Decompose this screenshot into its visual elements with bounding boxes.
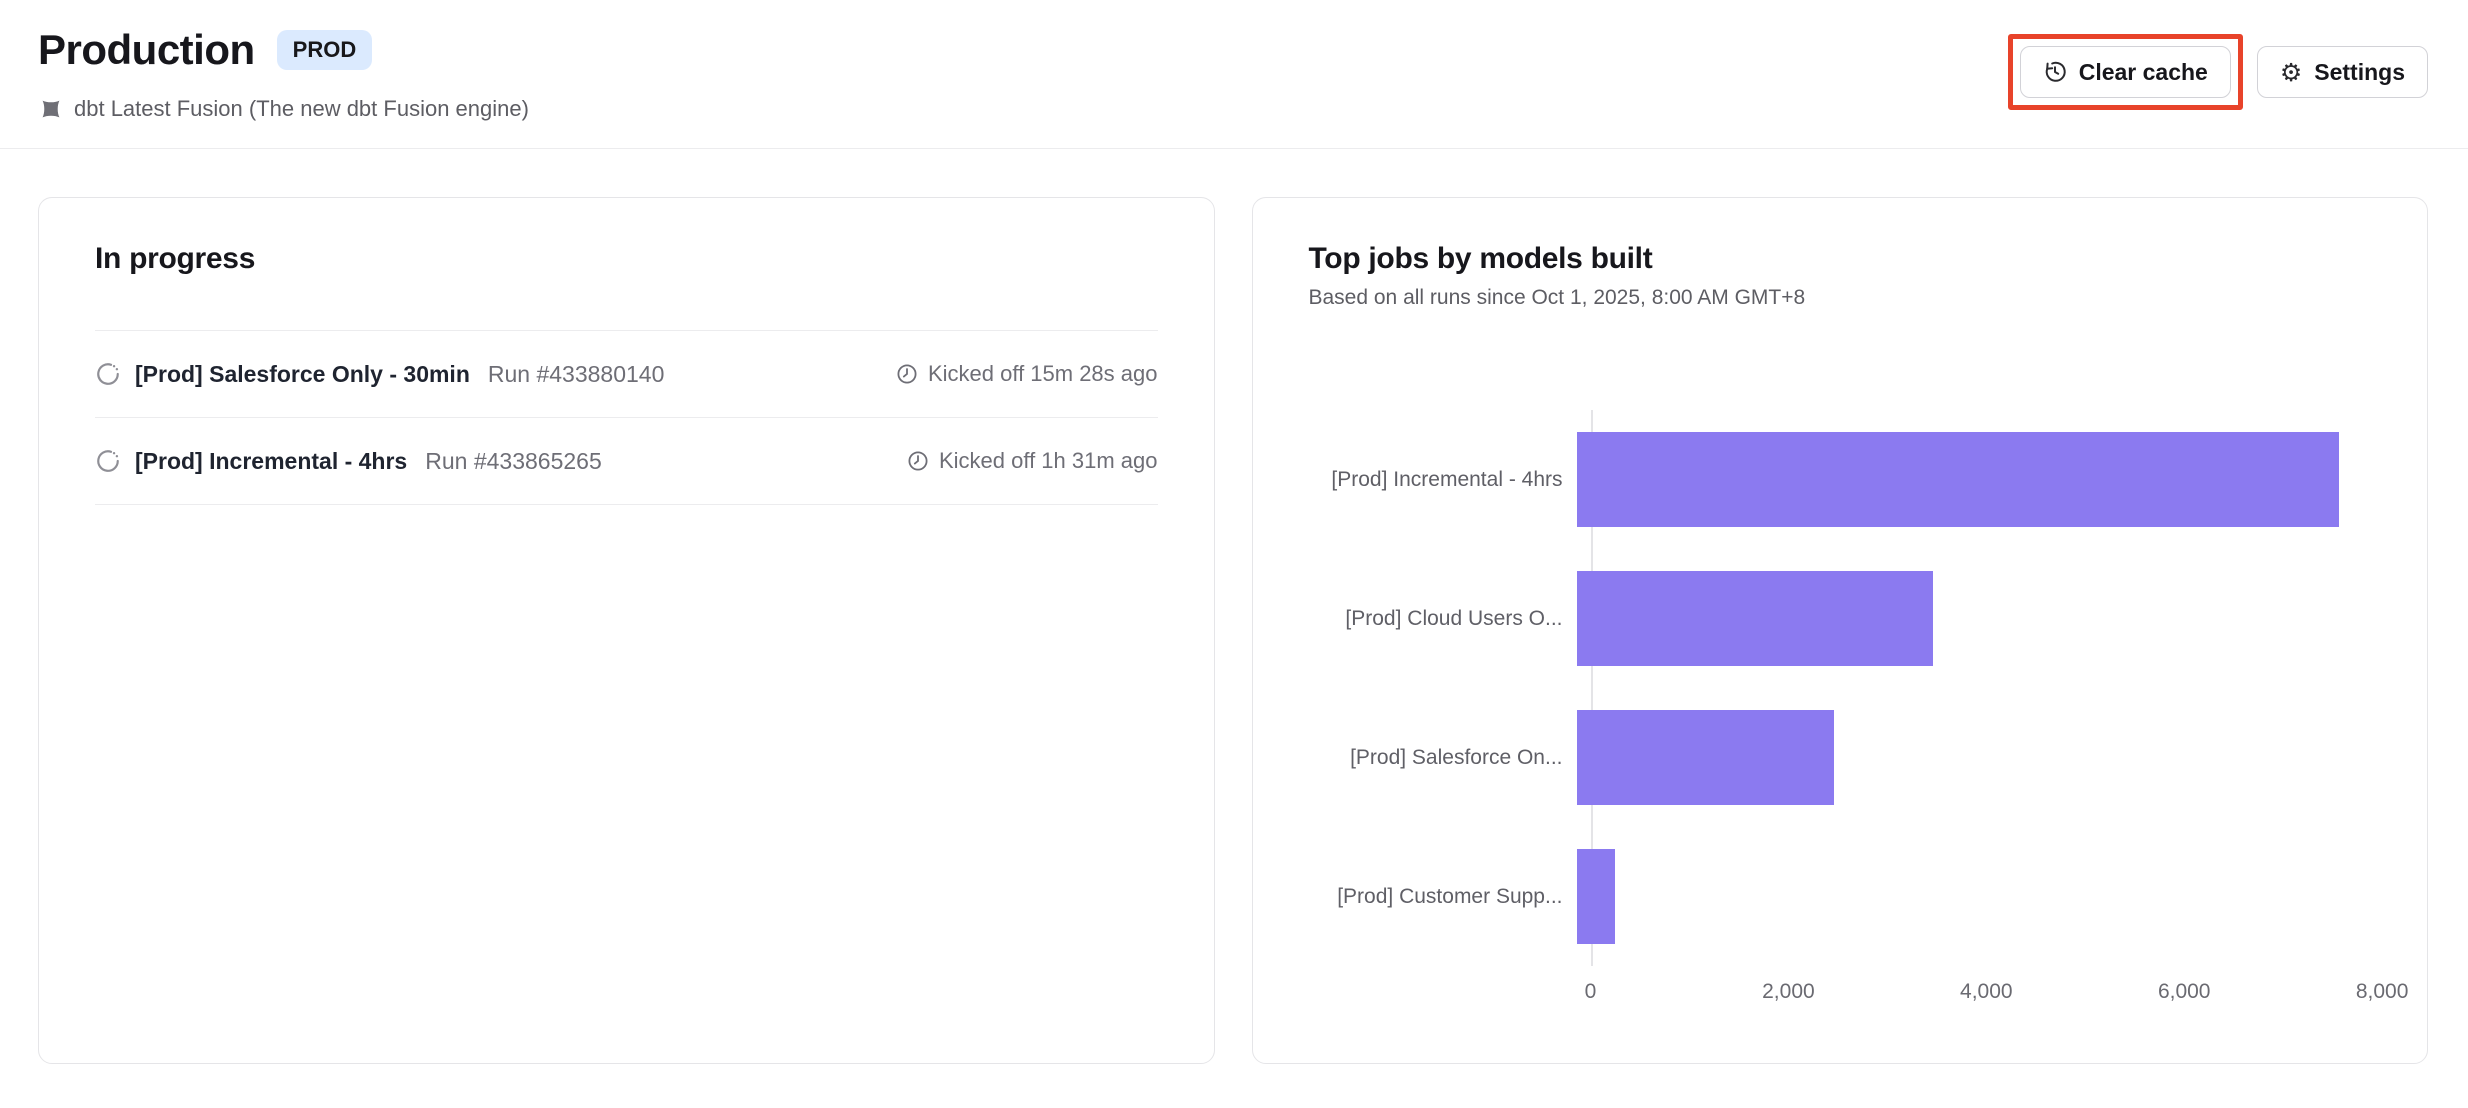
clock-icon — [908, 451, 928, 471]
job-name-link[interactable]: [Prod] Incremental - 4hrs — [135, 447, 408, 474]
chart-plot-area — [1576, 827, 2428, 966]
annotation-highlight-box: Clear cache — [2007, 34, 2243, 110]
chart-bar[interactable] — [1576, 710, 1834, 805]
dbt-logo-icon — [42, 100, 60, 118]
in-progress-title: In progress — [95, 242, 256, 275]
x-axis-tick-label: 4,000 — [1960, 980, 2013, 1003]
header-divider — [0, 148, 2468, 149]
in-progress-card: In progress [Prod] Salesforce Only - 30m… — [38, 197, 1215, 1064]
y-axis-line — [1590, 410, 1593, 966]
chart-category-label: [Prod] Customer Supp... — [1337, 884, 1563, 908]
engine-label: dbt Latest Fusion (The new dbt Fusion en… — [74, 96, 529, 121]
x-axis-tick-label: 2,000 — [1762, 980, 1815, 1003]
chart-plot-area — [1576, 410, 2428, 549]
kicked-off-status: Kicked off 15m 28s ago — [895, 361, 1158, 387]
job-name-link[interactable]: [Prod] Salesforce Only - 30min — [135, 360, 470, 387]
kicked-off-text: Kicked off 15m 28s ago — [927, 361, 1158, 386]
environment-badge: PROD — [276, 30, 373, 70]
bar-chart: [Prod] Incremental - 4hrs [Prod] Cloud Us… — [1309, 410, 2428, 1012]
environment-subtitle: dbt Latest Fusion (The new dbt Fusion en… — [38, 96, 529, 122]
kicked-off-status: Kicked off 1h 31m ago — [906, 448, 1158, 474]
spinner-icon — [97, 363, 119, 385]
chart-plot-area — [1576, 688, 2428, 827]
x-axis-tick-label: 8,000 — [2355, 980, 2409, 1003]
gear-icon: ⚙ — [2279, 57, 2303, 87]
chart-subtitle: Based on all runs since Oct 1, 2025, 8:0… — [1308, 286, 1806, 309]
kicked-off-text: Kicked off 1h 31m ago — [938, 448, 1158, 473]
chart-row: [Prod] Customer Supp... — [1309, 827, 2428, 966]
chart-category-label: [Prod] Incremental - 4hrs — [1331, 467, 1563, 491]
list-top-divider — [95, 330, 1158, 331]
history-icon — [2045, 61, 2066, 82]
top-jobs-card: Top jobs by models built Based on all ru… — [1251, 197, 2428, 1064]
x-axis-tick-label: 6,000 — [2157, 980, 2211, 1003]
clear-cache-button[interactable]: Clear cache — [2019, 46, 2231, 98]
page-title: Production — [38, 26, 255, 73]
x-axis: 0 2,000 4,000 6,000 8,000 — [1585, 966, 2428, 1012]
chart-bar[interactable] — [1576, 849, 1615, 944]
run-row[interactable]: [Prod] Salesforce Only - 30min Run #4338… — [95, 331, 1158, 418]
chart-category-label: [Prod] Cloud Users O... — [1345, 606, 1563, 630]
spinner-icon — [97, 450, 119, 472]
page-header: Production PROD dbt Latest Fusion (The n… — [0, 0, 2468, 122]
run-id-link[interactable]: Run #433880140 — [487, 360, 665, 387]
run-row[interactable]: [Prod] Incremental - 4hrs Run #433865265… — [95, 418, 1158, 505]
clock-icon — [897, 364, 917, 384]
chart-plot-area — [1576, 549, 2428, 688]
chart-row: [Prod] Incremental - 4hrs — [1309, 410, 2428, 549]
settings-button[interactable]: ⚙ Settings — [2256, 46, 2428, 98]
chart-bar[interactable] — [1576, 432, 2339, 527]
chart-category-label: [Prod] Salesforce On... — [1350, 745, 1563, 769]
x-axis-tick-label: 0 — [1584, 980, 1597, 1003]
settings-label: Settings — [2314, 58, 2405, 85]
chart-row: [Prod] Cloud Users O... — [1309, 549, 2428, 688]
chart-title: Top jobs by models built — [1308, 242, 1653, 275]
chart-bar[interactable] — [1576, 571, 1933, 666]
chart-row: [Prod] Salesforce On... — [1309, 688, 2428, 827]
run-id-link[interactable]: Run #433865265 — [425, 447, 602, 474]
clear-cache-label: Clear cache — [2078, 58, 2208, 85]
